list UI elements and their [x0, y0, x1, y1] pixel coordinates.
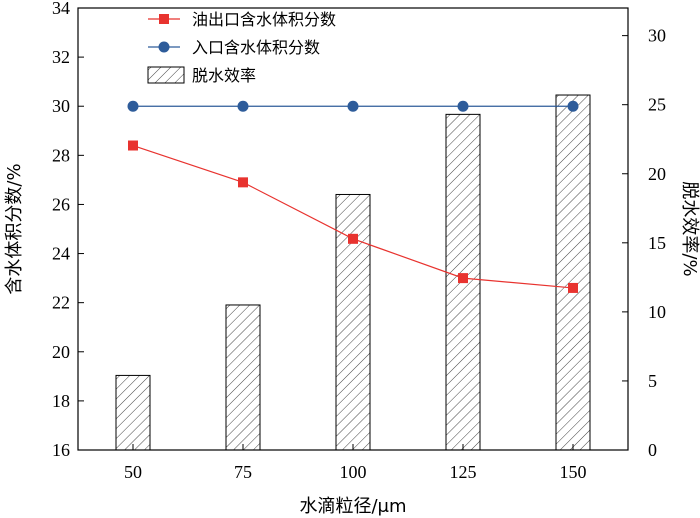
- left-tick-label: 18: [52, 391, 70, 411]
- legend-marker-inlet: [158, 41, 170, 53]
- left-tick-label: 34: [52, 0, 70, 18]
- right-axis: 0 5 10 15 20 25 30: [622, 26, 666, 460]
- x-tick-label: 125: [450, 462, 477, 482]
- efficiency-bar: [555, 94, 591, 451]
- legend-entry-outlet: 油出口含水体积分数: [148, 10, 336, 29]
- left-axis-title: 含水体积分数/%: [4, 163, 25, 294]
- left-tick-label: 20: [52, 342, 70, 362]
- outlet-point: [458, 273, 468, 284]
- inlet-point: [347, 100, 359, 112]
- inlet-point: [127, 100, 139, 112]
- outlet-point: [238, 177, 248, 188]
- outlet-point: [128, 140, 138, 151]
- x-tick-label: 75: [234, 462, 252, 482]
- left-tick-label: 24: [52, 244, 70, 264]
- left-axis: 16 18 20 22 24 26 28 30 32 34: [52, 0, 84, 460]
- left-tick-label: 26: [52, 194, 70, 214]
- efficiency-bar: [225, 304, 261, 451]
- x-tick-label: 150: [560, 462, 587, 482]
- right-tick-label: 10: [648, 302, 666, 322]
- legend-label-efficiency: 脱水效率: [192, 66, 256, 85]
- left-tick-label: 30: [52, 96, 70, 116]
- inlet-point: [567, 100, 579, 112]
- right-tick-label: 30: [648, 26, 666, 46]
- inlet-point: [457, 100, 469, 112]
- x-tick-label: 100: [340, 462, 367, 482]
- right-tick-label: 5: [648, 371, 657, 391]
- right-tick-label: 20: [648, 164, 666, 184]
- left-tick-label: 22: [52, 293, 70, 313]
- efficiency-bar: [115, 374, 151, 451]
- right-axis-title: 脱水效率/%: [679, 181, 700, 276]
- left-tick-label: 16: [52, 440, 70, 460]
- left-tick-label: 28: [52, 145, 70, 165]
- legend-marker-outlet: [159, 14, 169, 24]
- legend-entry-inlet: 入口含水体积分数: [148, 38, 320, 57]
- legend-label-inlet: 入口含水体积分数: [192, 38, 320, 57]
- legend: 油出口含水体积分数 入口含水体积分数 脱水效率: [147, 10, 336, 85]
- outlet-point: [348, 233, 358, 244]
- right-tick-label: 0: [648, 440, 657, 460]
- right-tick-label: 15: [648, 233, 666, 253]
- outlet-point: [568, 282, 578, 293]
- x-axis: 50 75 100 125 150: [124, 444, 587, 482]
- right-tick-label: 25: [648, 95, 666, 115]
- x-axis-title: 水滴粒径/μm: [299, 496, 406, 517]
- left-tick-label: 32: [52, 47, 70, 67]
- legend-entry-efficiency: 脱水效率: [147, 66, 256, 85]
- x-tick-label: 50: [124, 462, 142, 482]
- legend-swatch-efficiency: [147, 66, 185, 84]
- inlet-point: [237, 100, 249, 112]
- bars-layer: [115, 94, 591, 451]
- legend-label-outlet: 油出口含水体积分数: [192, 10, 336, 29]
- lines-layer: [127, 100, 579, 293]
